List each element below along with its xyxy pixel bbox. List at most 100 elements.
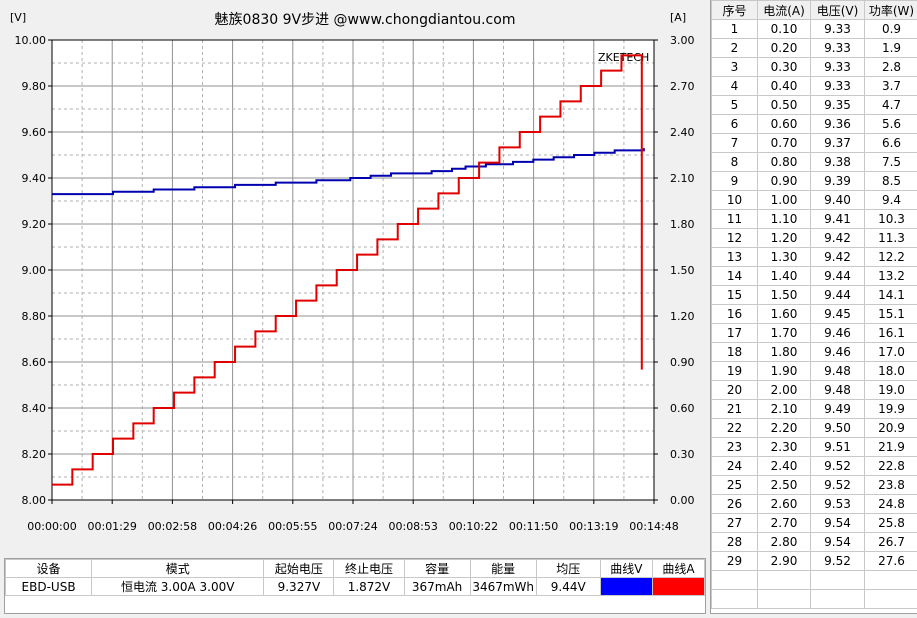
cell-current: 0.40 <box>757 76 811 96</box>
cell-current: 0.30 <box>757 57 811 77</box>
cell-power: 19.0 <box>864 380 917 400</box>
cell-index: 1 <box>711 19 758 39</box>
cell-power: 12.2 <box>864 247 917 267</box>
x-tick-label: 00:00:00 <box>27 520 76 533</box>
summary-header-curve-a: 曲线A <box>651 559 706 578</box>
curve-a-swatch[interactable] <box>653 578 704 595</box>
y-left-tick-label: 9.00 <box>22 264 47 277</box>
cell-voltage: 9.44 <box>810 266 865 286</box>
table-row: 4 0.40 9.33 3.7 <box>711 76 917 96</box>
curve-v-swatch[interactable] <box>601 578 652 595</box>
cell-index: 29 <box>711 551 758 571</box>
table-row-empty <box>711 570 917 590</box>
cell-power: 13.2 <box>864 266 917 286</box>
summary-header-capacity: 容量 <box>403 559 471 578</box>
cell-power: 20.9 <box>864 418 917 438</box>
table-row-empty <box>711 589 917 609</box>
table-row: 25 2.50 9.52 23.8 <box>711 475 917 495</box>
cell-voltage: 9.52 <box>810 551 865 571</box>
x-tick-label: 00:10:22 <box>449 520 498 533</box>
x-tick-label: 00:04:26 <box>208 520 257 533</box>
data-table-panel: 序号 电流(A) 电压(V) 功率(W) 1 0.10 9.33 0.9 2 0.20 9.… <box>710 0 917 614</box>
chart-title: 魅族0830 9V步进 @www.chongdiantou.com <box>215 12 516 28</box>
cell-current: 1.20 <box>757 228 811 248</box>
summary-mode: 恒电流 3.00A 3.00V <box>91 577 265 596</box>
cell-empty <box>810 570 865 590</box>
table-row: 29 2.90 9.52 27.6 <box>711 551 917 571</box>
cell-index: 12 <box>711 228 758 248</box>
cell-voltage: 9.45 <box>810 304 865 324</box>
summary-header-start-voltage: 起始电压 <box>263 559 335 578</box>
cell-index: 7 <box>711 133 758 153</box>
summary-end-voltage: 1.872V <box>333 577 405 596</box>
col-header-current: 电流(A) <box>757 0 811 20</box>
cell-voltage: 9.39 <box>810 171 865 191</box>
col-header-voltage: 电压(V) <box>810 0 865 20</box>
y-left-tick-label: 10.00 <box>15 34 47 47</box>
cell-current: 2.10 <box>757 399 811 419</box>
cell-empty <box>864 589 917 609</box>
cell-voltage: 9.38 <box>810 152 865 172</box>
cell-voltage: 9.52 <box>810 456 865 476</box>
curve-a-swatch-cell[interactable] <box>651 577 706 596</box>
cell-index: 4 <box>711 76 758 96</box>
table-row: 9 0.90 9.39 8.5 <box>711 171 917 191</box>
cell-voltage: 9.35 <box>810 95 865 115</box>
cell-power: 11.3 <box>864 228 917 248</box>
table-row: 8 0.80 9.38 7.5 <box>711 152 917 172</box>
curve-v-swatch-cell[interactable] <box>599 577 653 596</box>
table-row: 15 1.50 9.44 14.1 <box>711 285 917 305</box>
y-right-tick-label: 2.70 <box>670 80 695 93</box>
cell-current: 2.30 <box>757 437 811 457</box>
cell-current: 2.50 <box>757 475 811 495</box>
y-right-tick-label: 1.20 <box>670 310 695 323</box>
cell-current: 1.90 <box>757 361 811 381</box>
cell-index: 10 <box>711 190 758 210</box>
cell-current: 1.60 <box>757 304 811 324</box>
y-right-tick-label: 2.40 <box>670 126 695 139</box>
table-row: 13 1.30 9.42 12.2 <box>711 247 917 267</box>
cell-index: 11 <box>711 209 758 229</box>
cell-power: 1.9 <box>864 38 917 58</box>
col-header-index: 序号 <box>711 0 758 20</box>
cell-index: 13 <box>711 247 758 267</box>
cell-power: 25.8 <box>864 513 917 533</box>
table-row: 21 2.10 9.49 19.9 <box>711 399 917 419</box>
cell-empty <box>864 570 917 590</box>
cell-index: 19 <box>711 361 758 381</box>
table-row: 23 2.30 9.51 21.9 <box>711 437 917 457</box>
cell-voltage: 9.46 <box>810 323 865 343</box>
cell-power: 0.9 <box>864 19 917 39</box>
cell-index: 17 <box>711 323 758 343</box>
cell-index: 9 <box>711 171 758 191</box>
y-left-tick-label: 9.60 <box>22 126 47 139</box>
table-row: 12 1.20 9.42 11.3 <box>711 228 917 248</box>
cell-index: 16 <box>711 304 758 324</box>
cell-voltage: 9.41 <box>810 209 865 229</box>
col-header-power: 功率(W) <box>864 0 917 20</box>
summary-header-mode: 模式 <box>91 559 265 578</box>
cell-current: 2.60 <box>757 494 811 514</box>
cell-current: 2.00 <box>757 380 811 400</box>
cell-voltage: 9.42 <box>810 247 865 267</box>
summary-header-curve-v: 曲线V <box>599 559 653 578</box>
cell-current: 2.90 <box>757 551 811 571</box>
y-left-tick-label: 8.00 <box>22 494 47 507</box>
y-left-tick-label: 8.20 <box>22 448 47 461</box>
cell-voltage: 9.46 <box>810 342 865 362</box>
cell-voltage: 9.36 <box>810 114 865 134</box>
x-tick-label: 00:13:19 <box>569 520 618 533</box>
cell-voltage: 9.54 <box>810 513 865 533</box>
cell-power: 9.4 <box>864 190 917 210</box>
summary-header-device: 设备 <box>4 559 93 578</box>
cell-index: 2 <box>711 38 758 58</box>
cell-power: 14.1 <box>864 285 917 305</box>
table-row: 16 1.60 9.45 15.1 <box>711 304 917 324</box>
cell-voltage: 9.48 <box>810 380 865 400</box>
y-right-tick-label: 3.00 <box>670 34 695 47</box>
cell-current: 1.00 <box>757 190 811 210</box>
cell-index: 23 <box>711 437 758 457</box>
table-row: 27 2.70 9.54 25.8 <box>711 513 917 533</box>
cell-current: 0.70 <box>757 133 811 153</box>
table-row: 14 1.40 9.44 13.2 <box>711 266 917 286</box>
